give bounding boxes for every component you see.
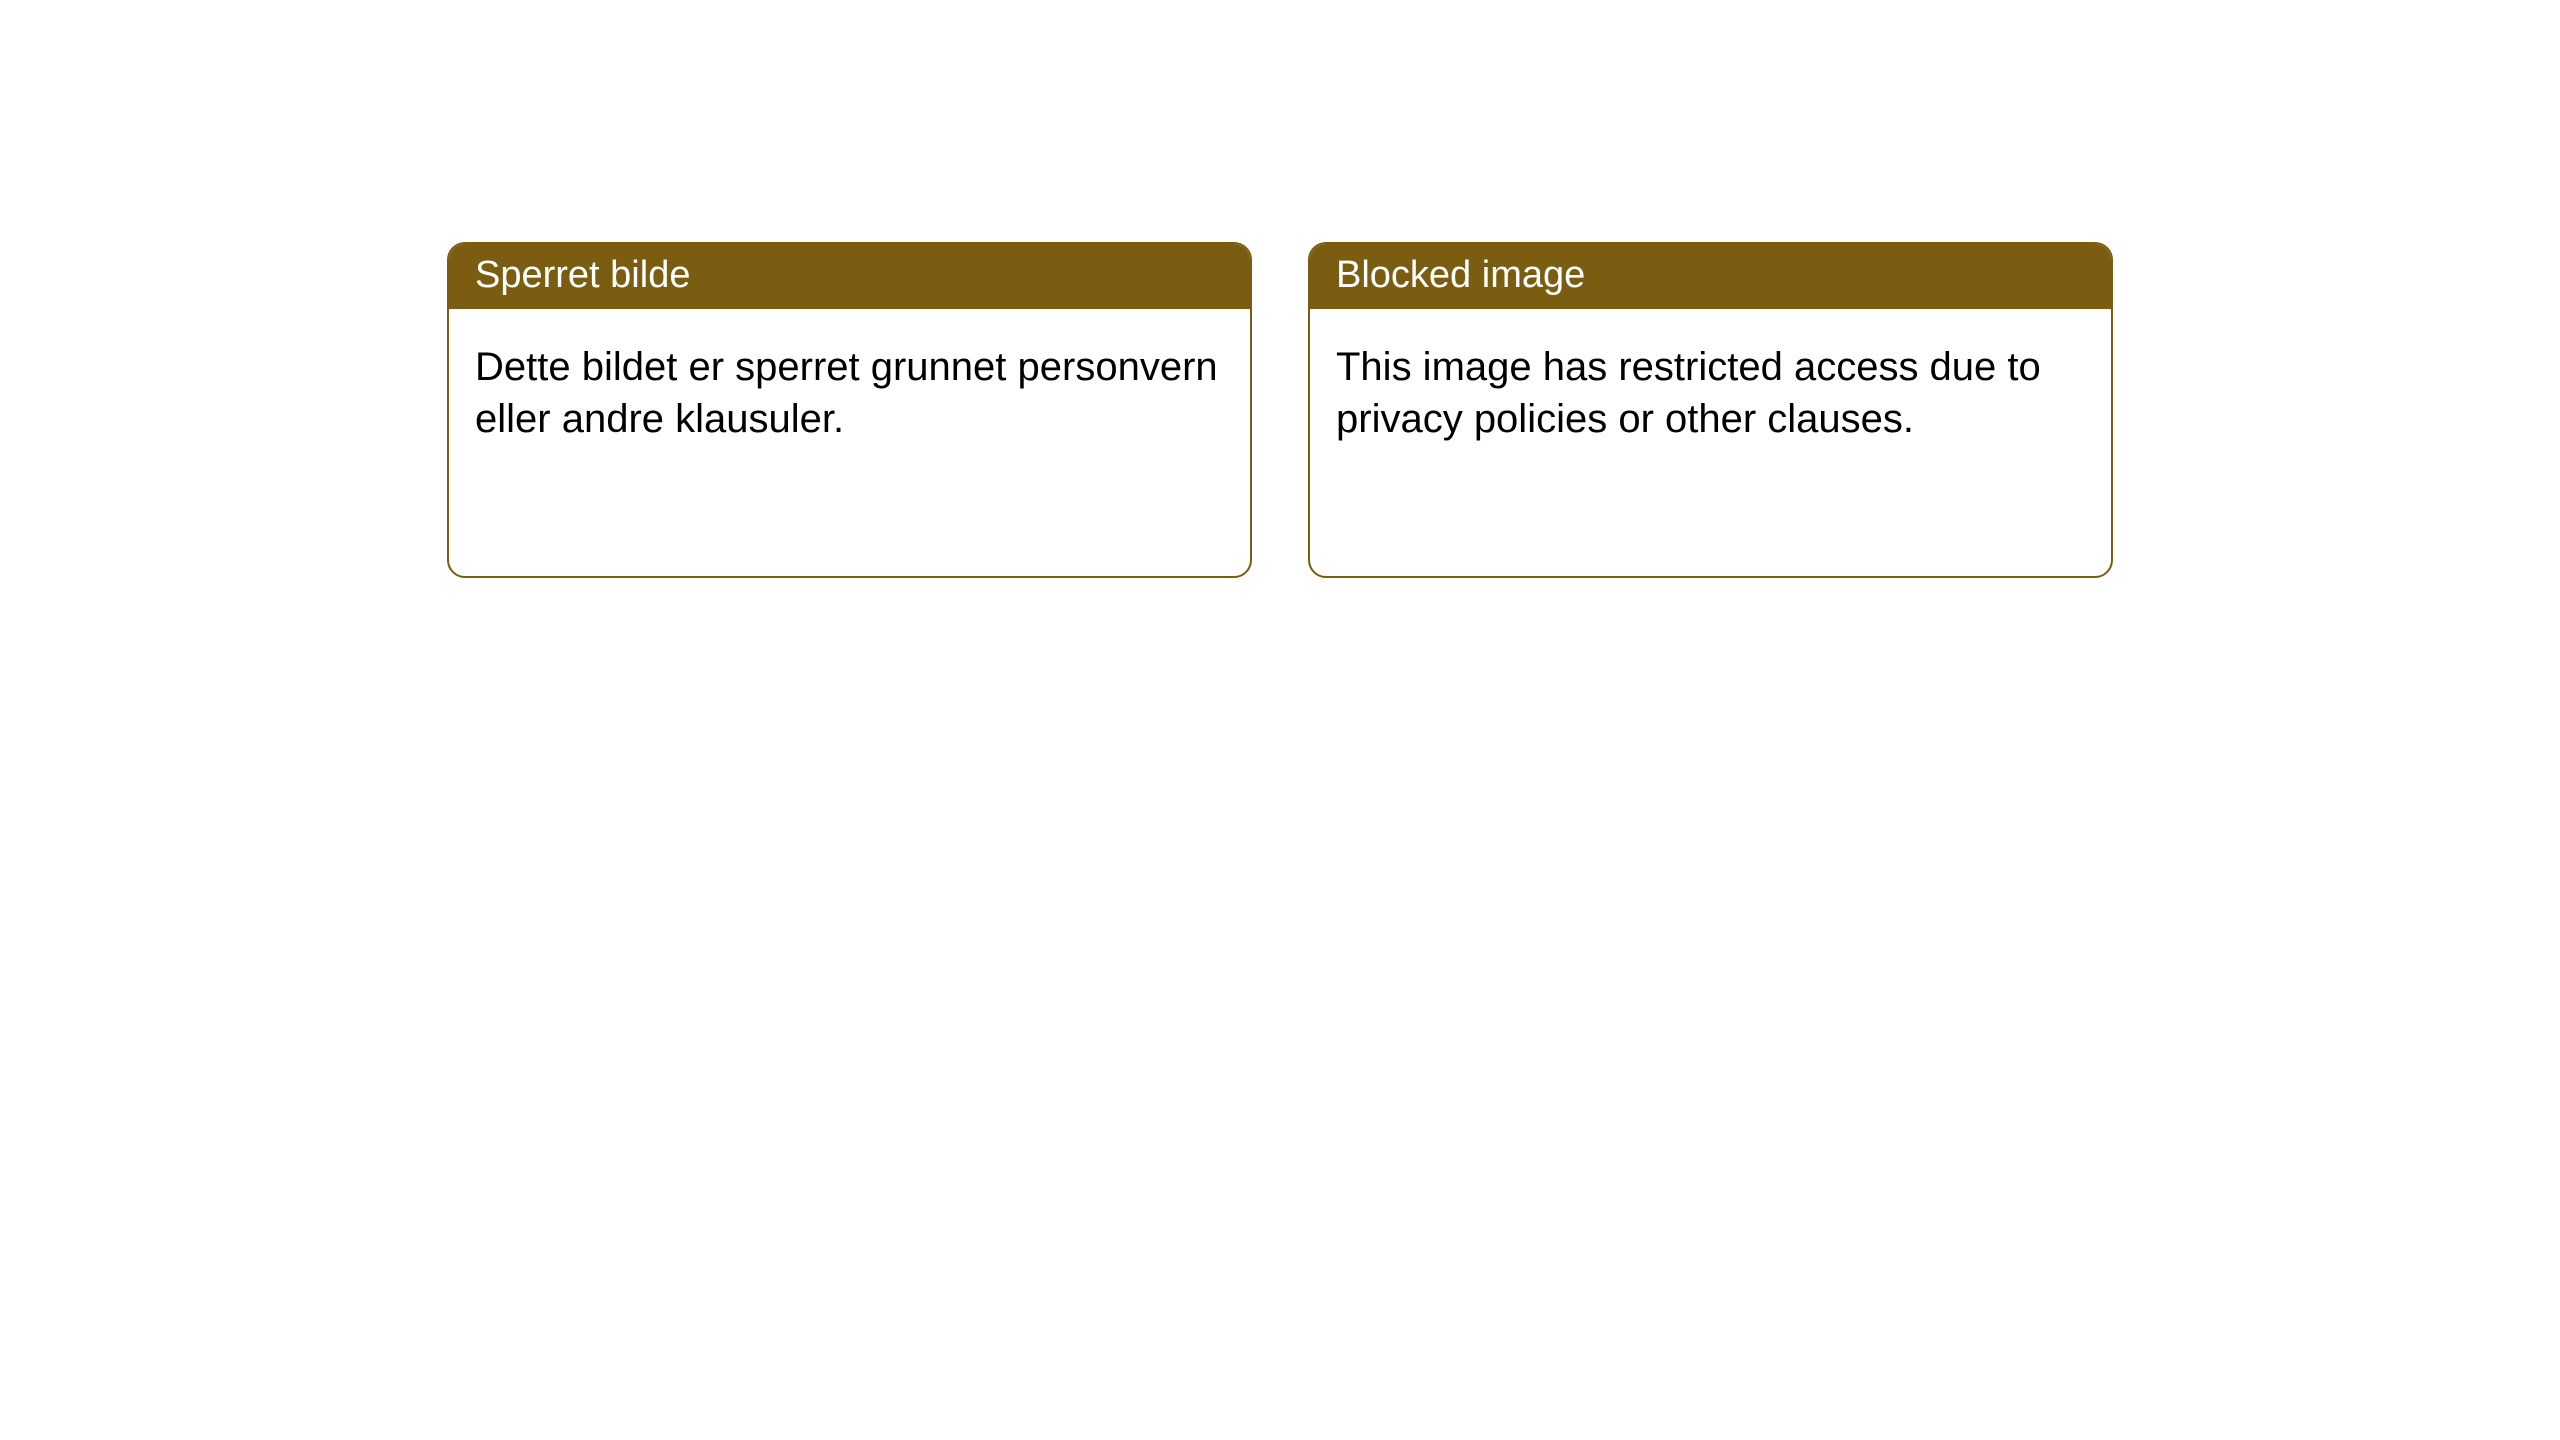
notice-container: Sperret bilde Dette bildet er sperret gr… [0,0,2560,578]
card-body: This image has restricted access due to … [1310,309,2111,477]
blocked-image-card-en: Blocked image This image has restricted … [1308,242,2113,578]
card-body: Dette bildet er sperret grunnet personve… [449,309,1250,477]
card-title: Blocked image [1310,244,2111,309]
blocked-image-card-no: Sperret bilde Dette bildet er sperret gr… [447,242,1252,578]
card-title: Sperret bilde [449,244,1250,309]
